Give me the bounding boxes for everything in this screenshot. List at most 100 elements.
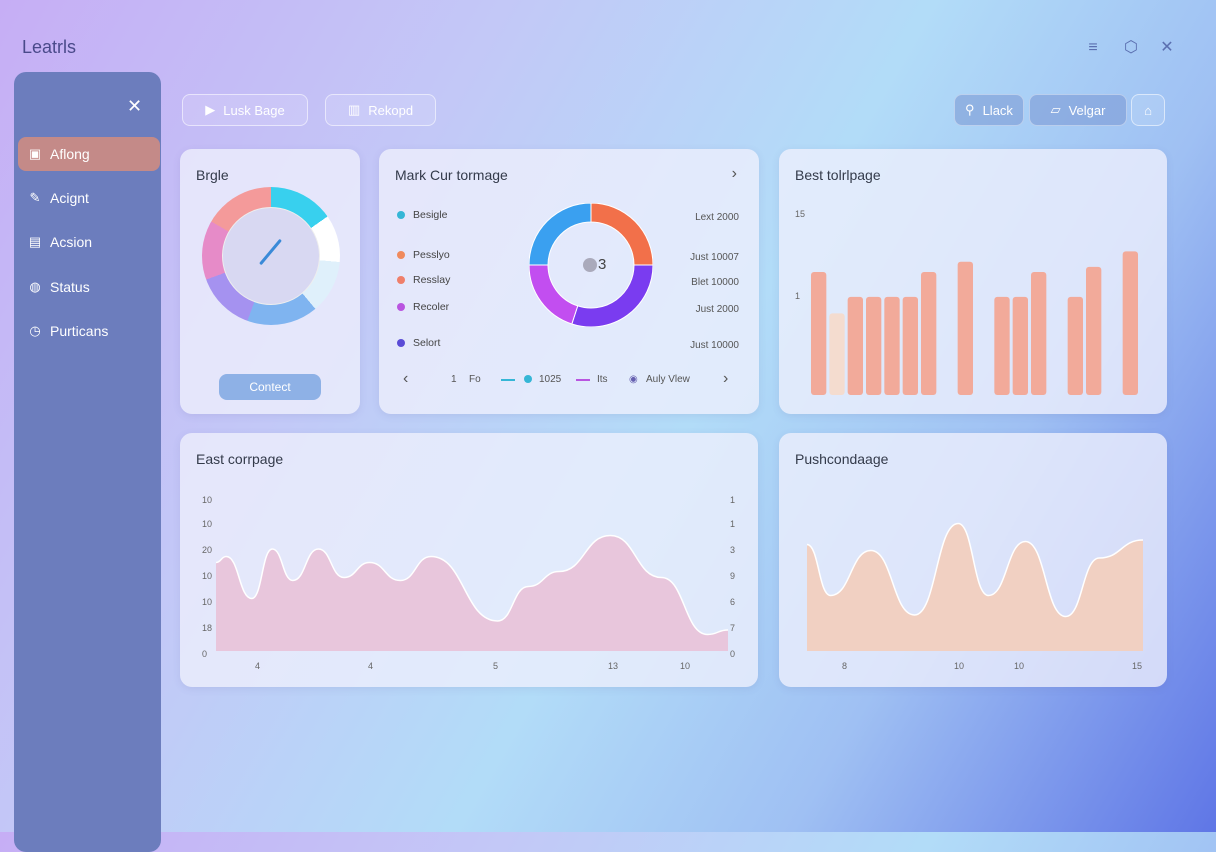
y-tick-right: 3 [730,545,736,555]
card-title: Pushcondaage [795,451,889,467]
play-button[interactable]: ▶ Lusk Bage [182,94,308,126]
legend-item: Besigle [397,209,447,221]
search-icon: ⚲ [965,102,975,117]
bar [1067,296,1083,395]
bar [1086,266,1102,395]
play-icon: ▶ [205,102,216,117]
card-title: Brgle [196,167,229,183]
footer-fo: Fo [469,374,481,385]
sidebar-item-acsion[interactable]: ▤ Acsion [18,225,160,259]
record-button[interactable]: ▥ Rekopd [325,94,436,126]
line-swatch [576,379,590,381]
bar [829,313,845,395]
area-line [807,522,1143,618]
x-tick: 5 [493,661,499,671]
y-tick-right: 6 [730,597,736,607]
y-tick-left: 0 [202,649,208,659]
line-swatch [501,379,515,381]
record-label: Rekopd [368,102,414,118]
bar [921,272,937,395]
area-fill [807,523,1143,651]
donut-chart [529,203,653,327]
y-tick-left: 10 [202,571,213,581]
donut-segment [529,264,579,325]
gauge-card: Brgle Contect [180,149,360,414]
bar [957,261,973,395]
legend-label: Selort [413,337,441,349]
y-tick-right: 1 [730,519,736,529]
donut-center-value: 3 [598,256,607,273]
prev-icon[interactable]: ‹ [403,370,409,387]
legend-value: Just 10007 [690,252,739,263]
layers-icon: ▱ [1050,102,1061,117]
close-icon[interactable]: ✕ [1160,39,1174,56]
bar-chart [811,251,1138,395]
view-link[interactable]: Auly Vlew [646,374,690,385]
menu-icon[interactable]: ≡ [1088,39,1098,56]
legend-label: Recoler [413,301,450,313]
bar [1012,296,1028,395]
footer-year: 1025 [539,374,562,385]
velgar-label: Velgar [1068,102,1106,118]
x-tick: 10 [680,661,691,671]
bar [866,296,882,395]
app-title: Leatrls [22,37,77,57]
connect-button[interactable]: Contect [219,374,321,400]
y-tick-left: 10 [202,495,213,505]
clock-icon: ◷ [29,323,41,338]
donut-center-dot [583,258,597,272]
page-number: 1 [451,374,457,385]
bar [994,296,1010,395]
legend-dot [397,211,405,219]
sidebar-item-label: Purticans [50,323,109,339]
legend-item: Recoler [397,301,449,313]
sidebar-item-acignt[interactable]: ✎ Acignt [18,181,160,215]
bar [847,296,863,395]
cube-icon[interactable]: ⬡ [1124,39,1138,56]
bar [1031,272,1047,395]
clipboard-icon: ▣ [28,146,42,161]
y-tick-left: 20 [202,545,213,555]
bar [811,272,827,395]
edit-icon: ✎ [29,190,41,205]
card-title: East corrpage [196,451,284,467]
y-tick-right: 0 [730,649,736,659]
x-tick: 10 [954,661,965,671]
legend-dot [397,303,405,311]
y-tick-left: 10 [202,597,213,607]
bar [1122,251,1138,395]
bar [884,296,900,395]
area-line [216,534,728,636]
next-icon[interactable]: › [723,370,729,387]
donut-segment [529,203,592,266]
card-title: Best tolrlpage [795,167,881,183]
velgar-button[interactable]: ▱ Velgar [1029,94,1127,126]
push-card: Pushcondaage 8 10 10 15 [779,433,1167,687]
sidebar-item-status[interactable]: ◍ Status [18,270,160,304]
sidebar-item-label: Status [50,279,90,295]
y-tick-left: 10 [202,519,213,529]
search-button[interactable]: ⚲ Llack [954,94,1024,126]
legend-dot [397,251,405,259]
legend-label: Resslay [413,274,451,286]
gauge-dial [222,207,320,305]
donut-card: Mark Cur tormage › Besigle Pesslyo Resslay… [379,149,759,414]
y-tick: 15 [795,209,806,219]
legend-dot [397,276,405,284]
x-tick: 15 [1132,661,1143,671]
palette-icon: ◍ [29,279,41,294]
area-card: East corrpage 10 1 10 1 20 3 10 9 10 6 18 7 0 0 4 4 5 13 1… [180,433,758,687]
sidebar-item-purticans[interactable]: ◷ Purticans [18,314,160,348]
chevron-right-icon[interactable]: › [731,165,737,182]
close-sidebar-icon[interactable]: ✕ [127,96,143,116]
sidebar-item-label: Aflong [50,146,90,162]
area-chart-push [807,522,1143,651]
y-tick-left: 18 [202,623,213,633]
x-tick: 10 [1014,661,1025,671]
area-fill [216,535,728,651]
card-title: Mark Cur tormage [395,167,508,183]
home-button[interactable]: ⌂ [1131,94,1165,126]
legend-item: Resslay [397,274,450,286]
search-label: Llack [982,102,1013,118]
sidebar-item-aflong[interactable]: ▣ Aflong [18,137,160,171]
